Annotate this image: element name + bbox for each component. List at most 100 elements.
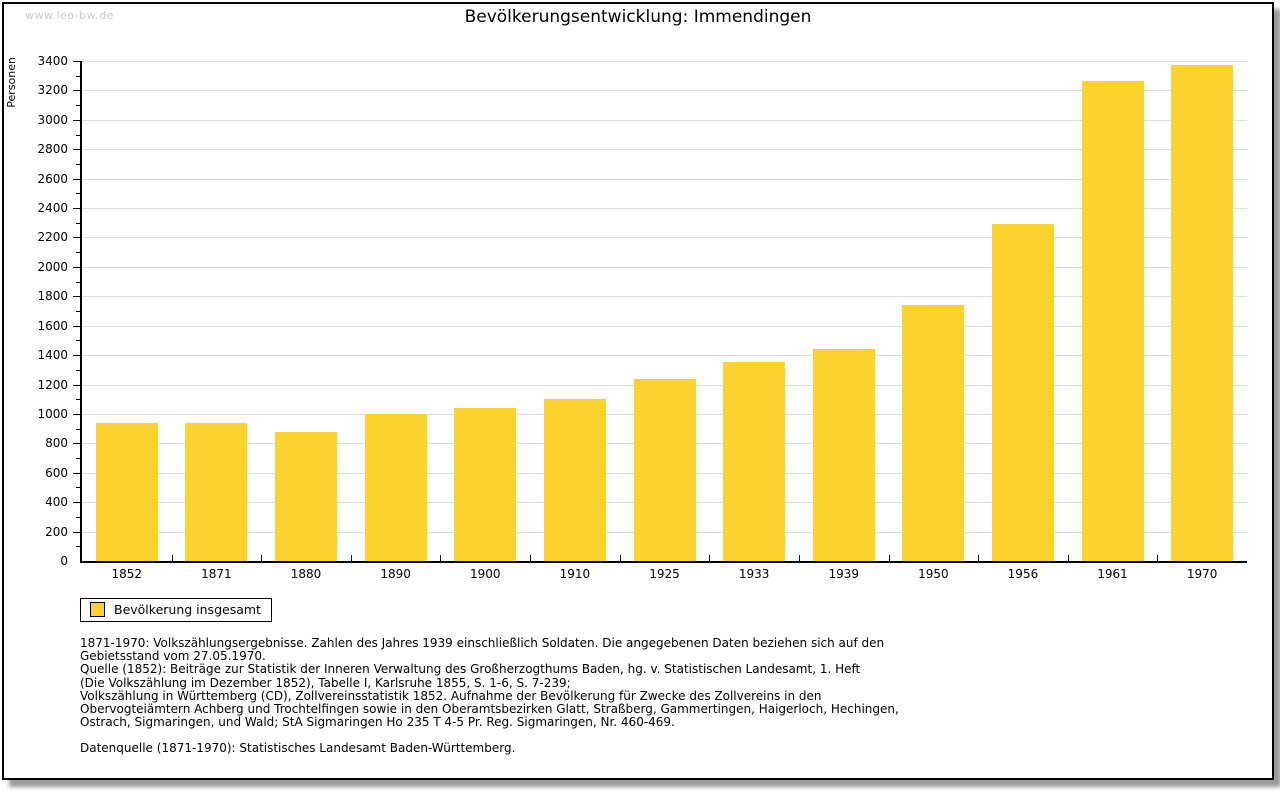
y-axis-tick-labels: 0 200 400 600 800 1000 1200 1400 1600 1800 2000 220… <box>4 54 68 568</box>
footnote-line: Gebietsstand vom 27.05.1970. <box>80 649 266 664</box>
y-major-tick <box>73 266 80 268</box>
gridline <box>82 355 1247 357</box>
plot-area: 1852 1871 1880 1890 1900 1910 1925 1933 1939 1950… <box>73 61 1247 581</box>
x-boundary-tick <box>171 555 173 561</box>
y-major-tick <box>73 119 80 121</box>
y-tick-label: 200 <box>45 524 68 539</box>
footnote-line: Volkszählung in Württemberg (CD), Zollve… <box>80 688 822 703</box>
chart-page-frame: www.leo-bw.de Bevölkerungsentwicklung: I… <box>2 2 1274 780</box>
bar-1890 <box>364 413 427 561</box>
y-minor-tick <box>76 399 80 401</box>
gridline <box>82 90 1247 92</box>
x-boundary-tick <box>530 555 532 561</box>
x-tick-label: 1925 <box>649 567 680 581</box>
x-boundary-tick <box>350 555 352 561</box>
bar-1852 <box>95 422 158 561</box>
x-tick-label: 1939 <box>828 567 859 581</box>
gridline <box>82 178 1247 180</box>
gridline <box>82 149 1247 151</box>
y-tick-label: 400 <box>45 495 68 510</box>
y-minor-tick <box>76 516 80 518</box>
x-boundary-tick <box>709 555 711 561</box>
y-tick-label: 3400 <box>37 54 68 68</box>
y-tick-label: 800 <box>45 436 68 451</box>
y-minor-tick <box>76 311 80 312</box>
watermark-text: www.leo-bw.de <box>25 9 114 22</box>
y-minor-tick <box>76 428 80 430</box>
y-minor-tick <box>76 546 80 548</box>
x-tick-label: 1910 <box>559 567 591 581</box>
x-tick-label: 1900 <box>469 567 501 581</box>
y-tick-label: 2600 <box>37 171 68 186</box>
x-tick-label: 1961 <box>1097 567 1128 581</box>
x-tick-label: 1970 <box>1186 567 1218 581</box>
bar-1933 <box>723 361 786 561</box>
y-minor-tick <box>76 369 80 371</box>
x-boundary-tick <box>978 555 980 561</box>
y-tick-label: 2200 <box>37 230 68 245</box>
x-tick-label: 1956 <box>1007 567 1039 581</box>
bar-1961 <box>1081 80 1144 561</box>
y-major-tick <box>73 355 80 357</box>
bar-1925 <box>633 378 696 561</box>
y-major-tick <box>73 502 80 504</box>
y-tick-label: 1400 <box>37 348 68 363</box>
y-minor-tick <box>76 281 80 283</box>
y-minor-tick <box>76 222 80 224</box>
legend-swatch <box>90 602 105 617</box>
chart-title: Bevölkerungsentwicklung: Immendingen <box>464 7 812 27</box>
y-tick-label: 2400 <box>37 201 68 216</box>
footnotes-block: 1871-1970: Volkszählungsergebnisse. Zahl… <box>80 636 1180 730</box>
x-tick-label: 1950 <box>918 567 949 581</box>
y-tick-label: 1800 <box>37 289 68 304</box>
y-tick-label: 3000 <box>37 112 68 127</box>
y-tick-label: 3200 <box>37 83 68 98</box>
y-tick-label: 2000 <box>37 259 68 274</box>
y-major-tick <box>73 208 80 210</box>
footnote-line: Ostrach, Sigmaringen, und Wald; StA Sigm… <box>80 715 675 730</box>
y-major-tick <box>73 443 80 445</box>
bar-1950 <box>902 305 965 561</box>
legend-box: Bevölkerung insgesamt <box>80 598 272 622</box>
y-tick-label: 1200 <box>37 377 68 392</box>
y-tick-label: 1600 <box>37 318 68 333</box>
footnote-line: 1871-1970: Volkszählungsergebnisse. Zahl… <box>80 636 885 650</box>
gridline <box>82 208 1247 210</box>
gridline <box>82 61 1247 62</box>
x-boundary-tick <box>619 555 621 561</box>
x-boundary-tick <box>1067 555 1069 561</box>
bar-1956 <box>991 224 1054 561</box>
y-minor-tick <box>76 252 80 254</box>
y-major-tick <box>73 413 80 415</box>
footnote-line: Obervogteiämtern Achberg und Trochtelfin… <box>80 702 899 717</box>
y-tick-label: 0 <box>60 554 68 568</box>
x-boundary-tick <box>1157 555 1159 561</box>
y-major-tick <box>73 296 80 298</box>
y-minor-tick <box>76 193 80 195</box>
footnote-line: (Die Volkszählung im Dezember 1852), Tab… <box>80 675 571 690</box>
y-major-tick <box>73 149 80 151</box>
y-major-tick <box>73 237 80 239</box>
y-minor-tick <box>76 75 80 77</box>
bar-1871 <box>185 422 248 561</box>
x-boundary-tick <box>261 555 263 561</box>
x-tick-label: 1933 <box>738 567 770 581</box>
gridline <box>82 266 1247 268</box>
bar-1970 <box>1171 64 1234 561</box>
y-tick-label: 2800 <box>37 142 68 157</box>
x-tick-label: 1880 <box>290 567 322 581</box>
legend-label: Bevölkerung insgesamt <box>114 602 261 617</box>
bar-1880 <box>275 431 338 561</box>
x-boundary-tick <box>888 555 890 561</box>
y-minor-tick <box>76 134 80 136</box>
data-source-line: Datenquelle (1871-1970): Statistisches L… <box>80 741 516 755</box>
y-minor-tick <box>76 487 80 489</box>
x-boundary-tick <box>798 555 800 561</box>
x-tick-label: 1852 <box>111 567 143 581</box>
gridline <box>82 325 1247 327</box>
y-tick-label: 600 <box>45 465 68 480</box>
footnote-line: Quelle (1852): Beiträge zur Statistik de… <box>80 662 861 677</box>
y-major-tick <box>73 384 80 386</box>
x-boundary-tick <box>440 555 442 561</box>
y-major-tick <box>73 472 80 474</box>
